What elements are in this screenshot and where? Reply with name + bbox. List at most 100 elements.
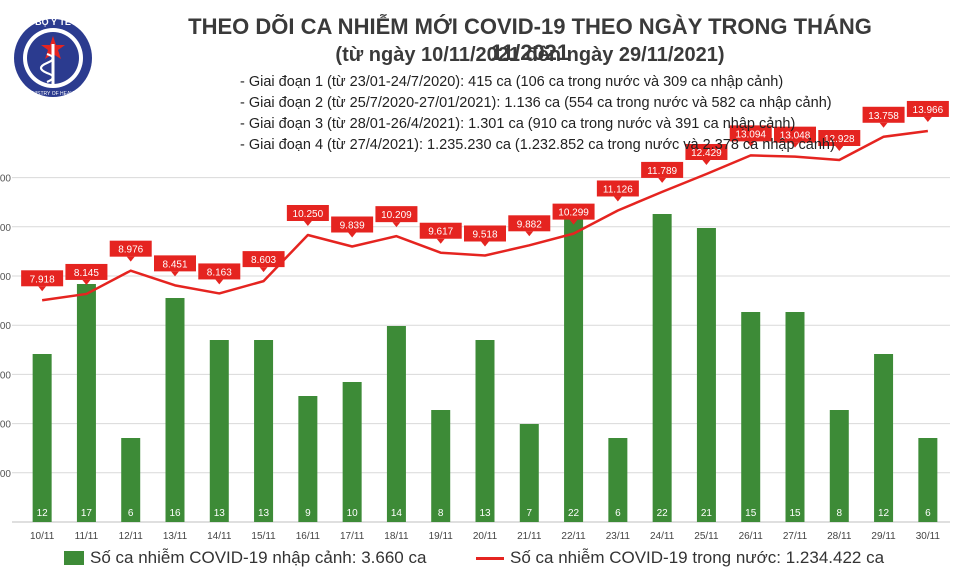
line-value-text: 11.789 [647, 166, 677, 177]
x-tick-label: 29/11 [871, 531, 896, 542]
line-label-box [862, 106, 905, 123]
line-label-pointer [215, 279, 224, 285]
line-value-text: 10.250 [293, 209, 324, 220]
x-tick-label: 13/11 [163, 531, 188, 542]
line-value-label: 13.048 [774, 126, 816, 148]
logo-text: BỘ Y TẾ [35, 16, 71, 27]
line-value-text: 10.299 [558, 208, 589, 219]
bar [696, 228, 716, 522]
line-label-box [154, 255, 196, 272]
x-tick-label: 11/11 [75, 531, 99, 542]
line-value-text: 11.126 [603, 184, 633, 195]
line-value-text: 10.209 [381, 210, 412, 221]
y-tick-label: 000 [0, 174, 11, 185]
ministry-logo: BỘ Y TẾ MINISTRY OF HEALTH [12, 10, 94, 106]
bar-value-label: 12 [37, 508, 49, 519]
y-tick-label: 000 [0, 321, 11, 332]
line-label-pointer [259, 267, 268, 273]
x-tick-label: 21/11 [517, 531, 542, 542]
line-label-box [552, 203, 595, 220]
line-label-box [596, 180, 639, 197]
line-label-box [729, 125, 772, 142]
bar [564, 214, 584, 522]
bar [298, 396, 318, 522]
legend-swatch-bar [64, 551, 84, 565]
bar-value-label: 12 [878, 508, 890, 519]
line-value-text: 8.603 [251, 255, 276, 266]
line-label-pointer [82, 279, 91, 285]
line-value-text: 12.429 [691, 148, 722, 159]
line-label-pointer [38, 286, 47, 292]
line-label-pointer [303, 221, 312, 226]
bar [829, 410, 849, 522]
x-tick-label: 14/11 [207, 531, 232, 542]
line-label-box [419, 222, 462, 239]
x-tick-label: 15/11 [251, 531, 276, 542]
line-label-pointer [702, 159, 711, 165]
line-value-label: 12.928 [818, 130, 861, 152]
phase-note-1: - Giai đoạn 1 (từ 23/01-24/7/2020): 415 … [240, 74, 784, 90]
line-value-text: 13.966 [913, 105, 944, 116]
phase-note-2: - Giai đoạn 2 (từ 25/7/2020-27/01/2021):… [240, 95, 832, 111]
line-label-box [818, 130, 861, 147]
bar-value-label: 6 [128, 508, 134, 519]
line-label-box [464, 225, 506, 242]
y-tick-label: 000 [0, 223, 11, 234]
line-label-pointer [126, 256, 135, 262]
x-tick-label: 17/11 [340, 531, 365, 542]
bar [918, 438, 938, 522]
bar-value-label: 13 [479, 508, 491, 519]
line-label-pointer [879, 122, 888, 128]
bar-value-label: 22 [568, 508, 580, 519]
line-value-text: 13.094 [735, 129, 766, 140]
bar [386, 326, 406, 522]
line-label-pointer [569, 219, 578, 225]
line-label-pointer [348, 232, 357, 238]
x-tick-label: 12/11 [119, 531, 144, 542]
x-tick-label: 27/11 [783, 531, 808, 542]
bar-value-label: 6 [615, 508, 621, 519]
x-tick-label: 28/11 [827, 531, 852, 542]
line-value-text: 7.918 [30, 274, 55, 285]
line-label-box [375, 206, 418, 223]
bar-value-label: 17 [81, 508, 93, 519]
line-value-label: 10.209 [375, 206, 418, 228]
y-tick-label: 000 [0, 420, 11, 431]
bar [209, 340, 229, 522]
bar [785, 312, 805, 522]
line-value-label: 12.429 [685, 143, 728, 165]
x-tick-label: 26/11 [739, 531, 764, 542]
line-label-box [774, 126, 816, 143]
line-label-box [21, 270, 64, 287]
bar [165, 298, 185, 522]
line-label-box [198, 263, 241, 280]
line-value-text: 9.518 [472, 229, 497, 240]
bar [519, 424, 539, 522]
chart-subtitle: (từ ngày 10/11/2021 đến ngày 29/11/2021) [335, 44, 725, 66]
bar-value-label: 10 [347, 508, 359, 519]
x-tick-label: 30/11 [916, 531, 941, 542]
line-value-text: 13.048 [780, 131, 811, 142]
line-value-text: 9.839 [340, 221, 365, 232]
line-label-pointer [791, 142, 799, 148]
line-label-pointer [436, 238, 445, 244]
line-label-box [641, 161, 684, 178]
bar [76, 284, 96, 522]
line-value-label: 10.299 [552, 203, 595, 225]
phase-notes: - Giai đoạn 1 (từ 23/01-24/7/2020): 415 … [240, 72, 835, 156]
line-value-label: 11.126 [596, 180, 639, 202]
bar-value-label: 15 [745, 508, 757, 519]
x-tick-label: 22/11 [561, 531, 586, 542]
legend-swatch-line [476, 556, 504, 560]
line-label-pointer [481, 241, 489, 247]
y-tick-label: 000 [0, 370, 11, 381]
legend-item-bar: Số ca nhiễm COVID-19 nhập cảnh: 3.660 ca [64, 548, 426, 568]
bar [475, 340, 495, 522]
line-label-pointer [835, 146, 844, 152]
bar [874, 354, 894, 522]
phase-note-3: - Giai đoạn 3 (từ 28/01-26/4/2021): 1.30… [240, 116, 796, 132]
line-value-label: 8.976 [109, 240, 152, 262]
line-value-label: 9.882 [508, 215, 551, 237]
line-value-text: 8.451 [162, 259, 187, 270]
